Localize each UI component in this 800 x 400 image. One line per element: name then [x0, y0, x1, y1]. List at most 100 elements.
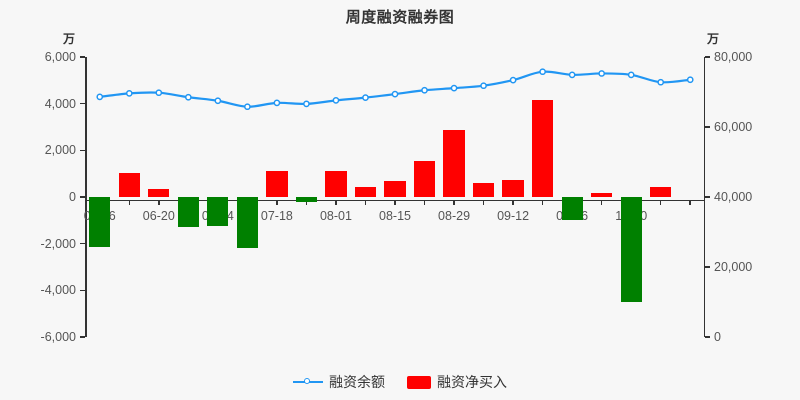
bar: [207, 197, 229, 227]
line-data-point: [421, 86, 428, 94]
chart-title: 周度融资融券图: [345, 9, 455, 26]
left-tick-label: 6,000: [44, 50, 76, 64]
bar: [591, 193, 613, 197]
x-tick-label: 08-01: [319, 209, 352, 223]
line-data-point: [332, 97, 340, 104]
bar: [236, 197, 258, 249]
line-data-point: [598, 70, 606, 77]
left-tick-mark: [80, 242, 85, 245]
bar: [177, 197, 199, 228]
line-data-point: [273, 99, 281, 107]
line-data-point: [184, 93, 192, 101]
bar: [89, 197, 111, 248]
line-data-point: [627, 71, 635, 79]
bar: [266, 171, 288, 197]
line-path: [98, 70, 692, 108]
bar: [384, 180, 406, 197]
legend-item-line[interactable]: 融资余额: [293, 372, 385, 392]
left-tick-mark: [80, 196, 85, 198]
bar: [472, 183, 495, 197]
line-data-point: [214, 97, 222, 105]
bar: [620, 197, 642, 302]
chart-legend: 融资余额 融资净买入: [0, 372, 800, 392]
right-axis-unit-label: 万: [707, 32, 720, 46]
right-tick-mark: [705, 336, 710, 338]
bar: [295, 197, 318, 202]
bar: [118, 172, 140, 197]
x-tick-mark: [482, 200, 485, 205]
x-tick-mark: [305, 200, 308, 205]
right-tick-label: 60,000: [714, 120, 753, 134]
line-data-point: [244, 103, 251, 111]
x-tick-mark: [423, 200, 426, 205]
line-data-point: [568, 71, 576, 79]
line-data-point: [657, 78, 665, 86]
left-axis-line: [85, 57, 87, 337]
right-tick-label: 20,000: [714, 260, 753, 274]
x-tick-label: 06-20: [142, 209, 175, 223]
left-tick-label: -2,000: [40, 236, 76, 251]
line-data-point: [539, 68, 546, 76]
x-tick-label: 07-18: [260, 209, 293, 223]
left-tick-mark: [80, 56, 85, 58]
bar: [502, 179, 524, 197]
legend-item-bar[interactable]: 融资净买入: [407, 372, 507, 392]
x-tick-mark: [600, 200, 603, 205]
x-tick-mark: [394, 200, 396, 205]
x-tick-label: 08-15: [379, 209, 411, 223]
right-tick-mark: [705, 266, 710, 268]
left-tick-mark: [80, 149, 85, 152]
line-data-point: [125, 90, 133, 97]
left-tick-label: 2,000: [44, 143, 76, 158]
right-tick-label: 80,000: [714, 50, 753, 64]
bar: [413, 161, 436, 197]
x-tick-mark: [541, 200, 544, 205]
left-tick-mark: [80, 289, 85, 292]
line-data-point: [686, 76, 694, 84]
right-tick-mark: [705, 126, 710, 128]
bar: [148, 189, 170, 197]
plot-area: -6,000 -4,000 -2,000 0 2,000 4,000 6,000 0 20,0…: [41, 50, 753, 344]
line-data-point: [362, 94, 369, 101]
right-tick-label: 0: [714, 330, 721, 344]
line-data-point: [96, 93, 104, 101]
x-tick-label: 09-12: [497, 209, 530, 223]
right-axis-line: [703, 57, 705, 337]
x-tick-mark: [158, 200, 160, 205]
x-tick-mark: [335, 200, 337, 205]
x-tick-mark: [276, 200, 278, 205]
x-tick-mark: [453, 200, 455, 205]
left-axis-unit-label: 万: [63, 32, 76, 46]
bar: [561, 197, 583, 221]
line-marker-icon: [293, 376, 323, 388]
line-data-point: [450, 84, 458, 92]
x-tick-mark: [512, 200, 514, 205]
line-data-point: [480, 82, 487, 90]
line-data-point: [509, 76, 517, 84]
right-tick-mark: [705, 196, 710, 198]
right-tick-label: 40,000: [714, 190, 753, 204]
right-tick-mark: [705, 56, 710, 58]
bar: [650, 187, 672, 197]
bar-swatch-icon: [407, 375, 431, 389]
x-tick-mark: [128, 200, 131, 205]
left-tick-label: -6,000: [40, 330, 76, 344]
left-tick-label: 4,000: [44, 96, 76, 111]
left-tick-mark: [80, 336, 85, 338]
bar: [354, 186, 377, 197]
x-tick-mark: [659, 200, 662, 205]
line-data-point: [391, 90, 399, 98]
x-tick-mark: [364, 200, 367, 205]
line-data-point: [155, 89, 163, 97]
left-tick-mark: [80, 102, 85, 105]
legend-label-bar: 融资净买入: [437, 374, 507, 390]
left-tick-label: -4,000: [40, 283, 76, 298]
line-data-point: [303, 100, 310, 108]
left-tick-label: 0: [69, 190, 76, 204]
bar: [443, 129, 465, 197]
x-tick-mark: [689, 200, 691, 205]
bar: [531, 100, 554, 197]
line-series: [96, 68, 694, 111]
x-tick-label: 08-29: [438, 209, 471, 223]
